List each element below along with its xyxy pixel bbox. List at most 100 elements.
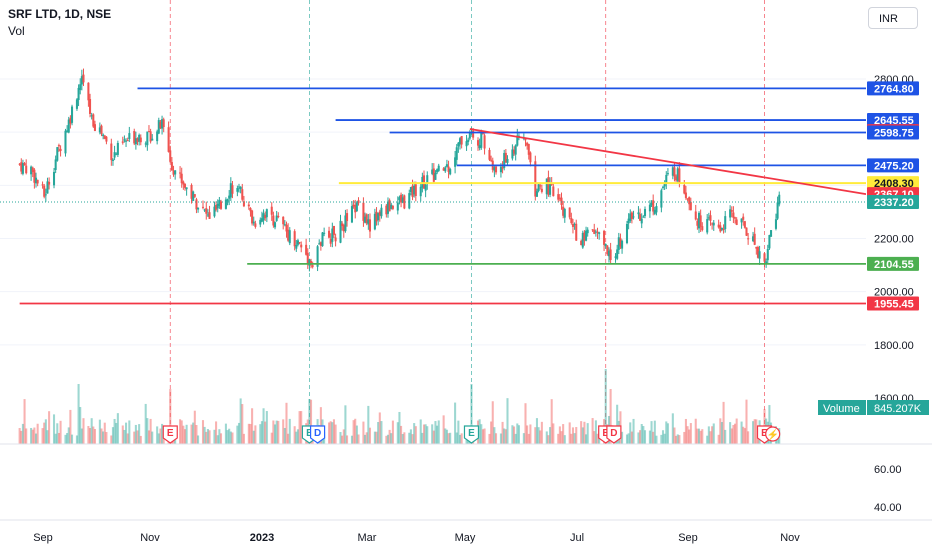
candle-body [331,228,334,242]
volume-bar [411,434,414,444]
candle-body [643,209,647,216]
volume-bar [288,418,291,444]
candle-body [766,249,769,261]
volume-bar [684,418,687,444]
volume-bar [375,431,378,444]
volume-bar [449,432,452,444]
price-label-bg [867,158,919,173]
candle-body [82,74,85,83]
volume-name-bg [818,400,866,415]
volume-bar [128,420,131,444]
volume-bar [661,430,665,444]
candle-body [540,188,543,192]
candle-body [285,224,288,232]
candle-body [115,153,118,155]
candle-body [434,172,437,180]
candle-body [100,125,103,134]
volume-bar [115,422,118,444]
volume-bar [591,418,594,444]
volume-bar [663,433,666,444]
volume-bar [630,431,633,444]
volume-bar [560,431,563,444]
candle-body [80,76,83,85]
candle-body [476,140,480,146]
price-label-tag: 2764.80 [867,81,919,96]
candle-body [735,219,738,225]
candle-body [673,167,676,177]
candle-body [30,166,33,175]
volume-bar [431,424,434,444]
volume-bar [442,415,445,444]
candle-body [683,184,686,194]
volume-bar [621,431,624,444]
candle-body [136,138,139,142]
y-tick-label: 2000.00 [874,287,914,299]
volume-bar [481,429,484,444]
volume-bar [488,433,491,444]
volume-bar [616,404,619,444]
trend-line [469,128,867,195]
price-label-bg [867,195,919,210]
currency-button[interactable]: INR [868,7,918,29]
volume-bar [483,428,486,444]
candle-body [375,211,378,222]
candle-body [729,209,732,218]
volume-bar [724,429,727,444]
candle-body [481,133,484,135]
volume-bar [629,422,632,444]
volume-bar [236,425,239,444]
volume-bar [722,401,725,444]
candle-body [465,141,468,147]
candle-body [652,200,655,212]
volume-bar [203,426,206,444]
price-label-text: 2104.55 [874,259,914,271]
candle-body [426,175,429,184]
candle-body [287,229,290,241]
candle-body [275,215,278,221]
volume-bar [660,434,663,444]
candle-body [364,216,367,223]
candle-body [711,223,714,225]
volume-bar [296,429,299,444]
candle-body [467,139,470,142]
candle-body [46,181,49,194]
candle-body [318,243,321,245]
candle-body [603,230,606,245]
candle-body [563,209,566,218]
price-label-tag: 2104.55 [867,256,919,271]
candle-body [391,205,394,209]
price-label-tag: 2598.75 [867,125,919,140]
candle-body [64,130,67,154]
candle-body [342,225,345,232]
volume-bar [344,405,347,444]
event-marker: E [463,425,480,444]
candle-body [111,159,114,161]
volume-bar [287,433,290,444]
volume-bar [378,412,381,444]
candle-body [43,185,46,197]
candle-body [339,220,342,243]
volume-bar [66,433,69,444]
event-badge [309,425,326,444]
volume-bar [491,401,494,444]
volume-bar [365,432,368,444]
candle-body [334,237,337,242]
volume-bar [57,432,60,444]
volume-bar [262,408,265,444]
volume-bar [179,419,182,444]
candle-body [218,200,221,206]
y-tick-label: 1800.00 [874,340,914,352]
volume-bar [742,426,745,444]
volume-bar [368,427,372,444]
volume-bar [216,435,219,444]
candle-body [21,163,24,174]
volume-bar [639,430,642,444]
candle-body [534,161,537,197]
event-marker: ⚡ [765,426,781,442]
candle-body [712,222,715,226]
event-marker: E [162,425,178,444]
candle-body [319,242,322,246]
volume-bar [67,427,70,444]
